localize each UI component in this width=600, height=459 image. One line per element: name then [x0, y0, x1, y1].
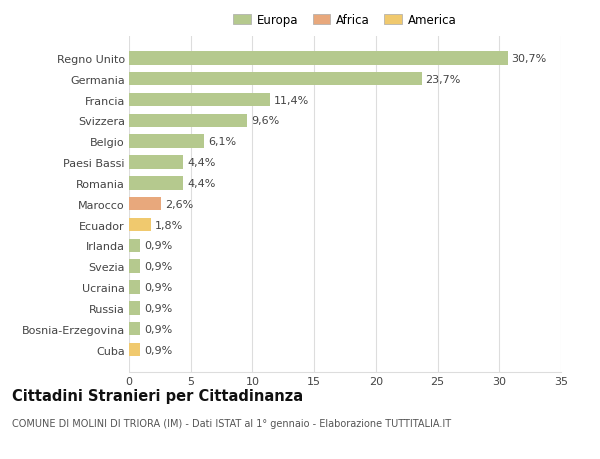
Text: 9,6%: 9,6%	[251, 116, 280, 126]
Text: 6,1%: 6,1%	[208, 137, 236, 147]
Bar	[129, 280, 140, 294]
Bar	[129, 156, 184, 169]
Bar	[129, 73, 422, 86]
Legend: Europa, Africa, America: Europa, Africa, America	[229, 9, 461, 32]
Bar	[129, 135, 204, 149]
Bar	[129, 52, 508, 66]
Text: 0,9%: 0,9%	[144, 282, 172, 292]
Bar	[129, 177, 184, 190]
Text: Cittadini Stranieri per Cittadinanza: Cittadini Stranieri per Cittadinanza	[12, 388, 303, 403]
Bar	[129, 302, 140, 315]
Bar	[129, 343, 140, 357]
Text: 0,9%: 0,9%	[144, 262, 172, 272]
Text: 30,7%: 30,7%	[512, 54, 547, 64]
Bar	[129, 260, 140, 274]
Text: 2,6%: 2,6%	[165, 199, 193, 209]
Bar	[129, 94, 270, 107]
Text: 1,8%: 1,8%	[155, 220, 183, 230]
Bar	[129, 197, 161, 211]
Bar	[129, 239, 140, 252]
Text: 0,9%: 0,9%	[144, 241, 172, 251]
Text: 23,7%: 23,7%	[425, 74, 461, 84]
Text: 4,4%: 4,4%	[187, 158, 215, 168]
Text: COMUNE DI MOLINI DI TRIORA (IM) - Dati ISTAT al 1° gennaio - Elaborazione TUTTIT: COMUNE DI MOLINI DI TRIORA (IM) - Dati I…	[12, 418, 451, 428]
Text: 0,9%: 0,9%	[144, 324, 172, 334]
Text: 0,9%: 0,9%	[144, 345, 172, 355]
Text: 0,9%: 0,9%	[144, 303, 172, 313]
Bar	[129, 114, 247, 128]
Text: 4,4%: 4,4%	[187, 179, 215, 189]
Bar	[129, 322, 140, 336]
Text: 11,4%: 11,4%	[274, 95, 308, 105]
Bar	[129, 218, 151, 232]
